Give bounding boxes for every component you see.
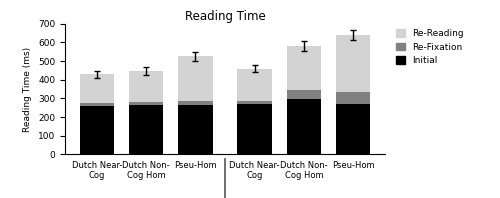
Y-axis label: Reading Time (ms): Reading Time (ms) bbox=[24, 47, 32, 132]
Bar bbox=[80, 103, 114, 106]
Bar bbox=[336, 35, 370, 92]
Bar bbox=[178, 101, 212, 105]
Title: Reading Time: Reading Time bbox=[184, 10, 266, 23]
Bar bbox=[286, 46, 321, 90]
Bar bbox=[129, 71, 164, 102]
Bar bbox=[80, 74, 114, 103]
Bar bbox=[238, 104, 272, 154]
Bar bbox=[129, 102, 164, 105]
Bar bbox=[178, 105, 212, 154]
Bar bbox=[238, 69, 272, 101]
Bar bbox=[336, 92, 370, 104]
Bar bbox=[238, 101, 272, 104]
Bar bbox=[286, 99, 321, 154]
Bar bbox=[80, 106, 114, 154]
Bar bbox=[336, 104, 370, 154]
Bar bbox=[286, 90, 321, 99]
Bar bbox=[129, 105, 164, 154]
Legend: Re-Reading, Re-Fixation, Initial: Re-Reading, Re-Fixation, Initial bbox=[392, 26, 468, 69]
Bar bbox=[178, 56, 212, 101]
